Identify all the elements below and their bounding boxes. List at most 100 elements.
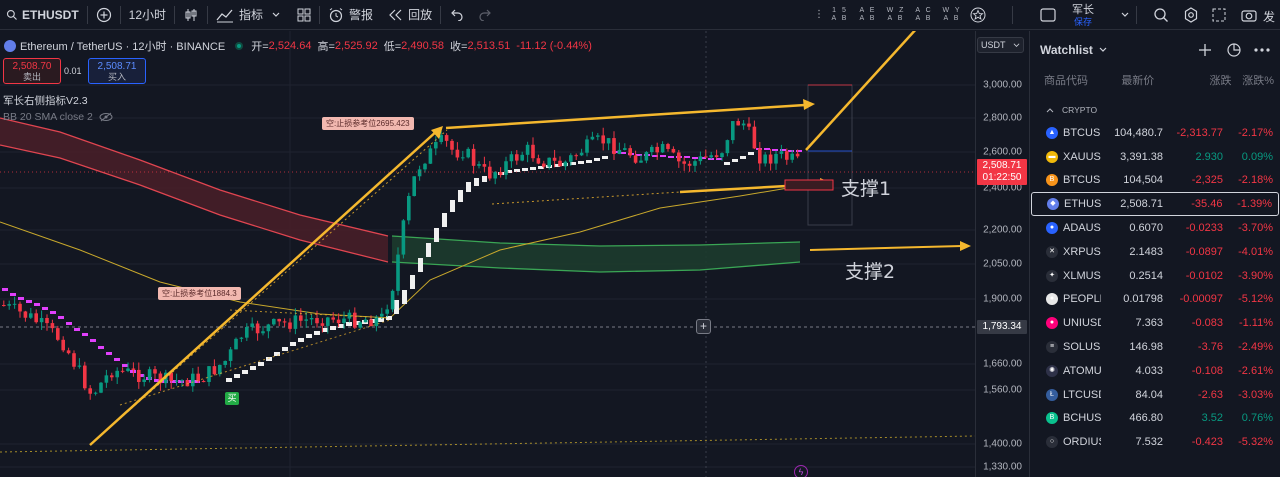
watchlist-row[interactable]: Ł LTCUSD 84.04 -2.63 -3.03% bbox=[1030, 383, 1280, 407]
watchlist-row[interactable]: B BCHUSD 466.80 3.52 0.76% bbox=[1030, 407, 1280, 431]
crosshair-plus-button[interactable]: + bbox=[696, 319, 711, 334]
candle-body bbox=[655, 146, 659, 153]
add-symbol-icon[interactable] bbox=[1198, 43, 1212, 57]
symbol-legend: Ethereum / TetherUS · 12小时 · BINANCE 开= 2… bbox=[4, 38, 592, 54]
candle-body bbox=[741, 123, 746, 126]
candle-body bbox=[461, 157, 465, 159]
candle-body bbox=[261, 331, 265, 334]
watchlist-row[interactable]: B BTCUSD 104,504 -2,325 -2.18% bbox=[1030, 169, 1280, 193]
settings-button[interactable] bbox=[1175, 0, 1207, 30]
wave-tool-2-top: A E bbox=[859, 7, 877, 14]
eye-hidden-icon[interactable] bbox=[99, 112, 113, 122]
user-menu-chevron[interactable] bbox=[1112, 0, 1138, 30]
snapshot-button[interactable] bbox=[1233, 0, 1265, 30]
toolbar-divider bbox=[174, 5, 176, 24]
chevron-up-icon bbox=[1046, 108, 1054, 113]
watchlist-section-crypto[interactable]: CRYPTO bbox=[1030, 99, 1280, 121]
pie-chart-icon[interactable] bbox=[1226, 42, 1242, 58]
dotted-trend-1 bbox=[89, 129, 448, 446]
chart-pane[interactable]: 空:止损参考位2695.423 空:止损参考位1884.3 买 支撑1 支撑2 … bbox=[0, 31, 975, 477]
watchlist-row[interactable]: ● ADAUSD 0.6070 -0.0233 -3.70% bbox=[1030, 216, 1280, 240]
indicator-legend-2[interactable]: BB 20 SMA close 2 bbox=[3, 111, 113, 123]
watchlist-row[interactable]: ✕ XRPUSD 2.1483 -0.0897 -4.01% bbox=[1030, 240, 1280, 264]
watchlist-row[interactable]: ● PEOPLE 0.01798 -0.00097 -5.12% bbox=[1030, 288, 1280, 312]
watchlist-row[interactable]: ● UNIUSD 7.363 -0.083 -1.11% bbox=[1030, 311, 1280, 335]
alert-button[interactable]: 警报 bbox=[320, 0, 381, 30]
watchlist-row[interactable]: ✦ XLMUSD 0.2514 -0.0102 -3.90% bbox=[1030, 264, 1280, 288]
candle-body bbox=[99, 382, 103, 393]
candle-body bbox=[612, 138, 616, 155]
column-change[interactable]: 涨跌 bbox=[1209, 75, 1232, 87]
current-price-value: 2,508.71 bbox=[982, 160, 1022, 171]
indicator-legend-1[interactable]: 军长右侧指标V2.3 bbox=[3, 95, 88, 107]
buy-button[interactable]: 2,508.71 买入 bbox=[88, 58, 146, 84]
candle-body bbox=[234, 338, 238, 350]
candle-body bbox=[228, 349, 233, 361]
fullscreen-button[interactable] bbox=[1203, 0, 1235, 30]
candle-body bbox=[455, 149, 460, 158]
row-change: 3.52 bbox=[1201, 412, 1223, 425]
chevron-down-icon bbox=[1121, 12, 1129, 17]
interval-button[interactable]: 12小时 bbox=[128, 8, 167, 22]
row-symbol: PEOPLE bbox=[1063, 293, 1101, 306]
price-chart-svg[interactable] bbox=[0, 31, 975, 477]
candle-body bbox=[374, 316, 379, 327]
candle-body bbox=[504, 161, 508, 175]
favorite-tool-button[interactable] bbox=[966, 0, 990, 30]
fullscreen-icon bbox=[1212, 8, 1226, 21]
row-symbol: BTCUSD bbox=[1063, 126, 1101, 139]
row-change-pct: 0.76% bbox=[1241, 412, 1273, 425]
symbol-search-button[interactable]: ETHUSDT bbox=[0, 0, 87, 30]
rewind-icon bbox=[389, 9, 402, 20]
row-change-pct: -3.03% bbox=[1238, 388, 1273, 401]
price-axis[interactable]: 3,000.00 2,800.00 2,600.00 2,400.00 2,20… bbox=[975, 31, 1028, 477]
more-options-icon[interactable] bbox=[1254, 47, 1270, 53]
column-last[interactable]: 最新价 bbox=[1121, 75, 1155, 87]
candles-icon bbox=[185, 8, 197, 21]
compare-button[interactable] bbox=[88, 0, 120, 30]
magnifier-icon bbox=[1154, 7, 1168, 22]
sell-button[interactable]: 2,508.70 卖出 bbox=[3, 58, 61, 84]
candle-body bbox=[185, 380, 190, 387]
chevron-down-icon[interactable] bbox=[1098, 45, 1108, 55]
publish-button[interactable]: 发 bbox=[1263, 10, 1276, 24]
indicators-button[interactable]: 指标 bbox=[208, 0, 289, 30]
watchlist-row[interactable]: ✺ ATOMUS 4.033 -0.108 -2.61% bbox=[1030, 359, 1280, 383]
currency-select[interactable]: USDT bbox=[977, 37, 1024, 53]
chart-type-button[interactable] bbox=[175, 0, 207, 30]
candle-body bbox=[774, 153, 778, 164]
watchlist-title[interactable]: Watchlist bbox=[1040, 43, 1093, 57]
user-menu[interactable]: 军长 保存 bbox=[1072, 4, 1094, 28]
column-change-pct[interactable]: 涨跌% bbox=[1242, 75, 1274, 87]
watchlist-row[interactable]: ≡ SOLUSD 146.98 -3.76 -2.49% bbox=[1030, 335, 1280, 359]
candle-body bbox=[353, 312, 357, 328]
candle-body bbox=[644, 152, 649, 161]
quick-search-button[interactable] bbox=[1145, 0, 1177, 30]
layout-toggle-button[interactable] bbox=[1032, 0, 1064, 30]
redo-button[interactable] bbox=[471, 0, 501, 30]
white-trail bbox=[226, 152, 754, 382]
undo-button[interactable] bbox=[441, 0, 471, 30]
candle-body bbox=[331, 317, 335, 320]
replay-button[interactable]: 回放 bbox=[381, 0, 440, 30]
candle-body bbox=[320, 323, 325, 326]
axis-tick: 1,330.00 bbox=[983, 461, 1022, 473]
candle-body bbox=[558, 160, 562, 167]
drag-handle-icon[interactable]: ⋮ bbox=[814, 9, 824, 20]
lightning-icon[interactable]: ϟ bbox=[794, 465, 808, 477]
layouts-button[interactable] bbox=[289, 0, 319, 30]
column-symbol[interactable]: 商品代码 bbox=[1044, 75, 1088, 87]
candle-body bbox=[250, 323, 254, 327]
bb-upper-band bbox=[0, 118, 388, 262]
watchlist-row[interactable]: ○ ORDIUS 7.532 -0.423 -5.32% bbox=[1030, 430, 1280, 454]
indicator-legend-2-label: BB 20 SMA close 2 bbox=[3, 111, 93, 123]
coin-logo-icon: ● bbox=[1046, 222, 1058, 235]
watchlist-row[interactable]: ▬ XAUUSD 3,391.38 2.930 0.09% bbox=[1030, 145, 1280, 169]
watchlist-row[interactable]: ▲ BTCUSD 104,480.7 -2,313.77 -2.17% bbox=[1030, 121, 1280, 145]
watchlist-row[interactable]: ◆ ETHUSD 2,508.71 -35.46 -1.39% bbox=[1031, 192, 1279, 217]
